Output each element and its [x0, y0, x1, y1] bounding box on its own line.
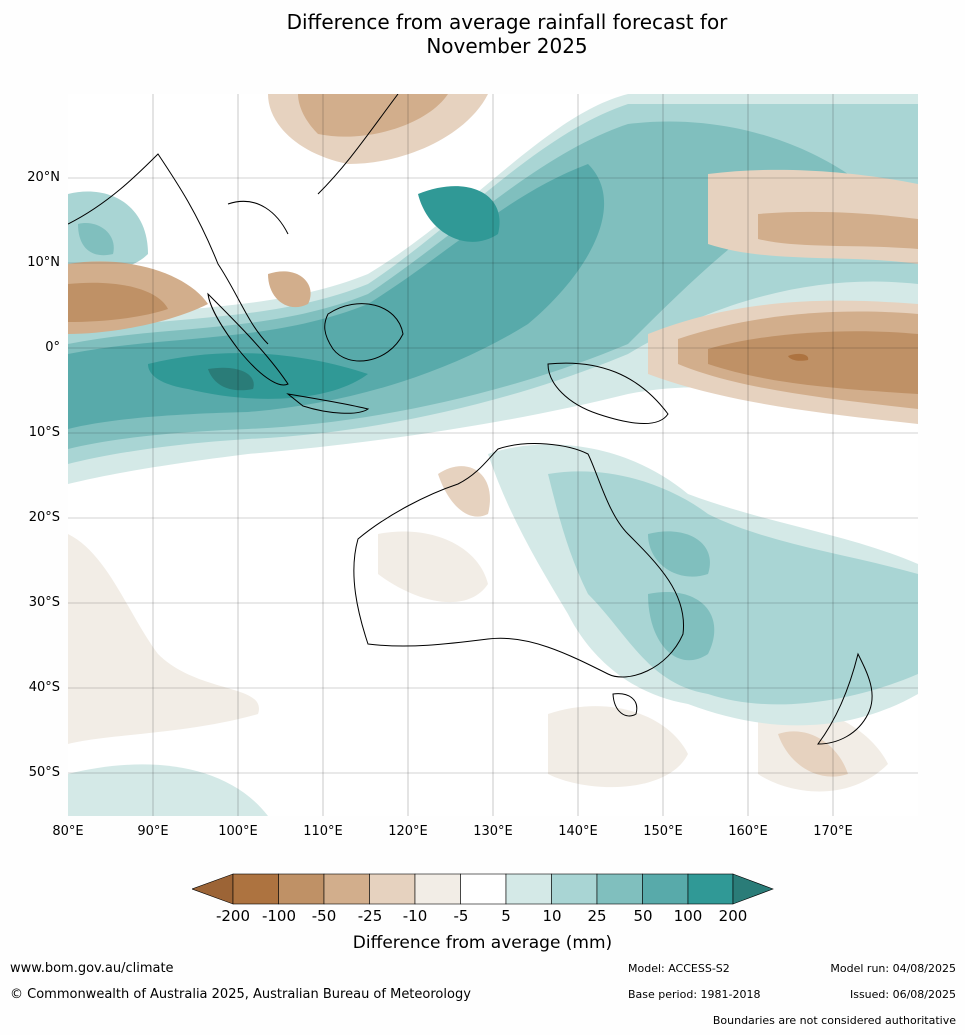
anomaly-area-wet-strong: [648, 592, 715, 661]
anomaly-area-dry-moderate: [298, 94, 448, 137]
colorbar-swatch: [596, 873, 643, 905]
lon-label: 90°E: [137, 824, 169, 839]
colorbar-swatch: [369, 873, 416, 905]
colorbar-swatch: [191, 873, 234, 905]
lat-label: 40°S: [28, 680, 60, 695]
new-guinea-coastline: [547, 362, 669, 424]
colorbar-tick: 200: [718, 907, 748, 925]
colorbar-label: Difference from average (mm): [352, 933, 613, 953]
colorbar-svg: [191, 873, 774, 905]
anomaly-area-dry-moderate: [438, 466, 490, 517]
anomaly-area-wet-light: [68, 764, 268, 816]
colorbar-swatch: [642, 873, 689, 905]
chart-title: Difference from average rainfall forecas…: [0, 10, 965, 58]
anomaly-area-wet-max: [208, 367, 254, 391]
anomaly-area-wet-moderate: [548, 471, 918, 705]
tasmania-coastline: [612, 693, 638, 717]
lon-label: 140°E: [558, 824, 598, 839]
lon-label: 120°E: [388, 824, 428, 839]
colorbar-tick: 25: [587, 907, 607, 925]
anomaly-area-wet-extreme: [148, 353, 368, 399]
colorbar-tick: 50: [633, 907, 653, 925]
issued-text: Issued: 06/08/2025: [849, 988, 956, 1001]
colorbar-tick: 5: [501, 907, 511, 925]
copyright-text: © Commonwealth of Australia 2025, Austra…: [10, 987, 471, 1002]
anomaly-area-wet-strong: [648, 531, 710, 577]
colorbar-swatch: [414, 873, 461, 905]
anomaly-area-wet-extreme: [418, 186, 500, 242]
lon-label: 100°E: [218, 824, 258, 839]
colorbar-swatch: [323, 873, 370, 905]
lon-label: 160°E: [728, 824, 768, 839]
colorbar-swatch: [232, 873, 279, 905]
title-line-1: Difference from average rainfall forecas…: [286, 10, 728, 34]
colorbar-swatch: [278, 873, 325, 905]
lat-label: 0°: [45, 340, 60, 355]
anomaly-area-dry-moderate: [758, 211, 918, 249]
model-text: Model: ACCESS-S2: [628, 962, 730, 975]
base-period-text: Base period: 1981-2018: [628, 988, 761, 1001]
colorbar-tick: -50: [311, 907, 337, 925]
anomaly-area-dry-strong: [68, 282, 168, 322]
new-zealand-coastline: [816, 652, 873, 745]
disclaimer-text: Boundaries are not considered authoritat…: [712, 1014, 956, 1027]
anomaly-area-dry-strong: [708, 331, 918, 394]
colorbar: [191, 873, 774, 911]
asia-coastline: [68, 94, 399, 345]
lon-label: 170°E: [813, 824, 853, 839]
anomaly-area-dry-light: [378, 531, 488, 603]
graticule: [68, 94, 918, 816]
anomaly-area-wet-moderate: [68, 191, 148, 271]
lon-label: 150°E: [643, 824, 683, 839]
lat-label: 10°N: [27, 255, 60, 270]
anomaly-area-dry-light: [548, 706, 688, 788]
australia-coastline: [353, 443, 685, 678]
website-link[interactable]: www.bom.gov.au/climate: [10, 961, 174, 976]
colorbar-tick: 10: [542, 907, 562, 925]
lat-label: 50°S: [28, 765, 60, 780]
lat-label: 30°S: [28, 595, 60, 610]
lat-label: 20°N: [27, 170, 60, 185]
borneo-coastline: [324, 303, 404, 362]
model-run-text: Model run: 04/08/2025: [830, 962, 956, 975]
lon-label: 130°E: [473, 824, 513, 839]
colorbar-swatch: [505, 873, 552, 905]
lat-label: 20°S: [28, 510, 60, 525]
colorbar-tick: -100: [261, 907, 297, 925]
anomaly-area-dry-light: [68, 534, 259, 744]
lon-label: 110°E: [303, 824, 343, 839]
colorbar-tick: 100: [673, 907, 703, 925]
title-line-2: November 2025: [426, 34, 588, 58]
anomaly-area-dry-extreme: [788, 353, 809, 361]
sumatra-coastline: [207, 292, 289, 386]
lat-label: 10°S: [28, 425, 60, 440]
map-canvas: [68, 94, 918, 816]
colorbar-swatch: [687, 873, 734, 905]
colorbar-swatch: [460, 873, 507, 905]
colorbar-tick: -25: [357, 907, 383, 925]
anomaly-area-dry-moderate: [268, 271, 311, 308]
colorbar-tick: -10: [402, 907, 428, 925]
colorbar-tick: -5: [453, 907, 469, 925]
java-coastline: [286, 393, 370, 414]
colorbar-tick: -200: [215, 907, 251, 925]
colorbar-swatch: [732, 873, 774, 905]
rainfall-map: [68, 94, 918, 816]
anomaly-area-dry-moderate: [778, 731, 848, 777]
colorbar-swatch: [551, 873, 598, 905]
anomaly-area-wet-strong: [78, 223, 114, 256]
lon-label: 80°E: [52, 824, 84, 839]
